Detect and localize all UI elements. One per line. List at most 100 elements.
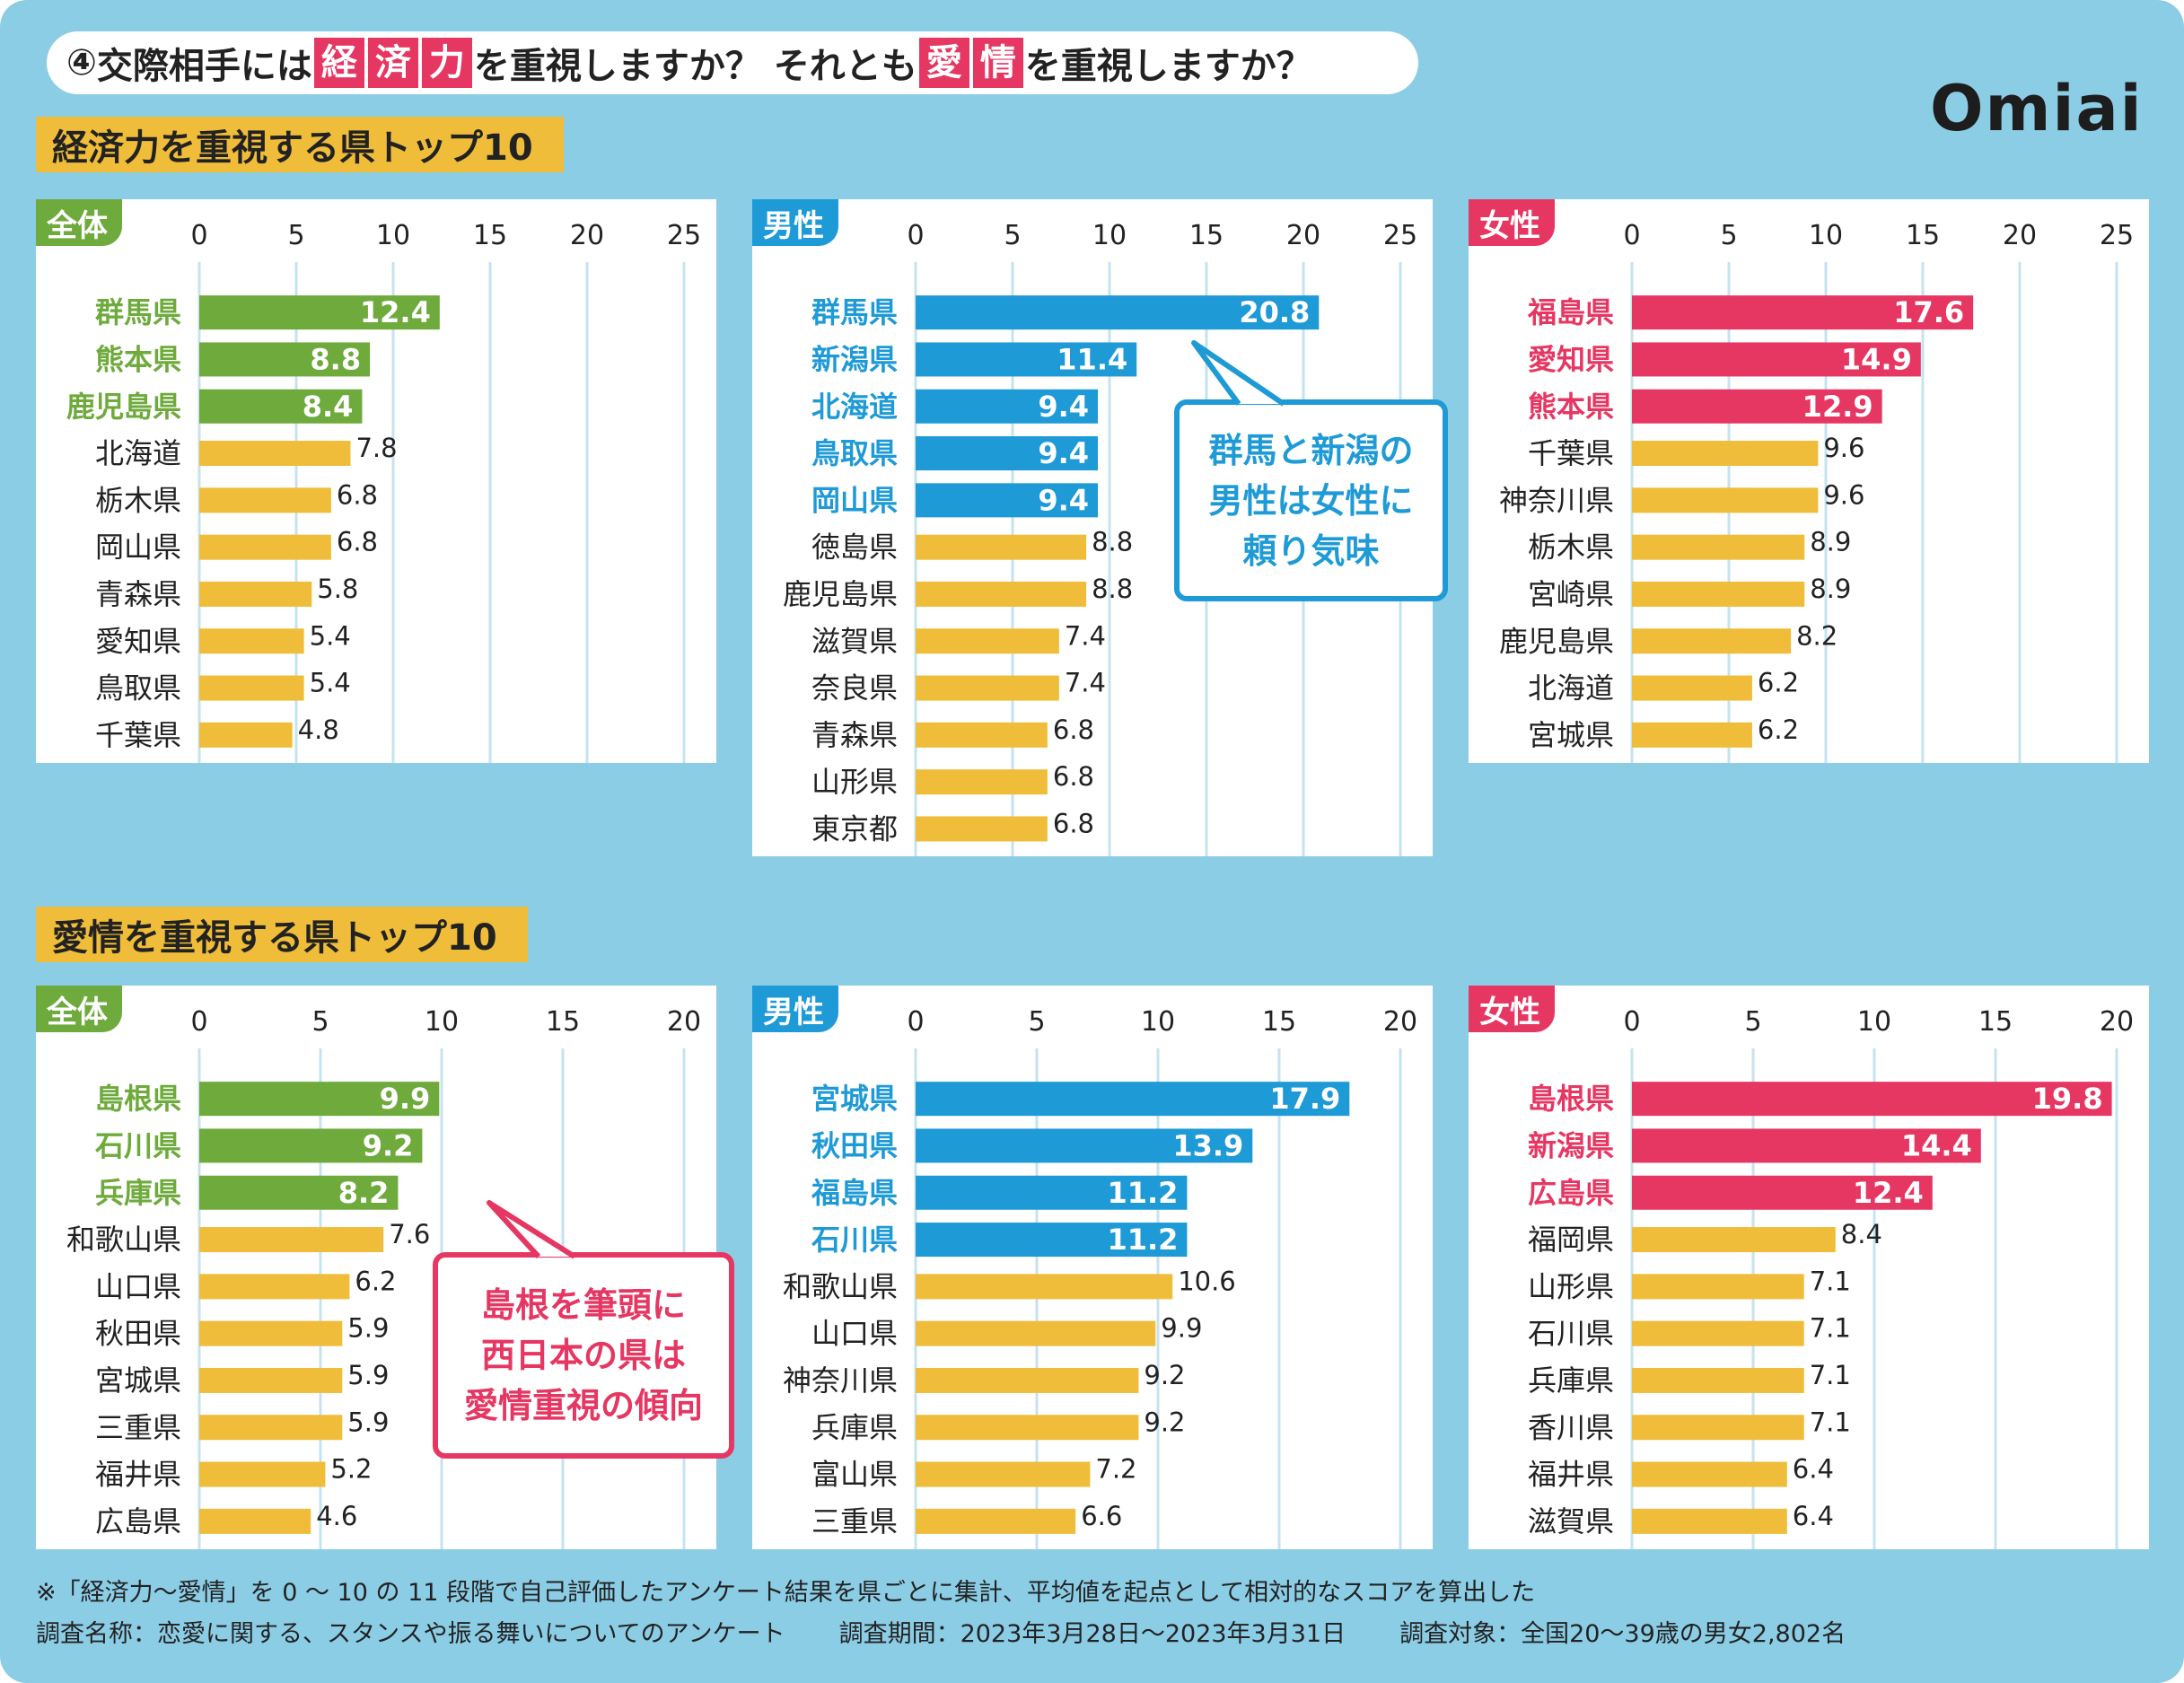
value-label: 17.9 (1269, 1082, 1340, 1116)
x-tick-label: 0 (190, 220, 207, 251)
value-label: 8.8 (310, 342, 361, 376)
category-label: 東京都 (811, 811, 898, 846)
category-label: 山口県 (811, 1317, 898, 1351)
category-label: 島根県 (1528, 1082, 1614, 1116)
bar (1632, 1367, 1804, 1393)
value-label: 7.2 (1095, 1454, 1136, 1485)
footnotes: ※「経済力〜愛情」を 0 〜 10 の 11 段階で自己評価したアンケート結果を… (36, 1573, 2145, 1649)
category-label: 石川県 (811, 1223, 898, 1257)
x-tick-label: 20 (2003, 220, 2037, 251)
category-label: 千葉県 (1528, 436, 1614, 470)
survey-period: 調査期間：2023年3月28日〜2023年3月31日 (838, 1620, 1346, 1648)
bar (916, 1415, 1139, 1441)
value-label: 5.8 (317, 574, 358, 604)
economy-callout: 群馬と新潟の 男性は女性に 頼り気味 (1174, 399, 1448, 601)
category-label: 北海道 (811, 390, 898, 424)
value-label: 8.2 (338, 1176, 390, 1210)
value-label: 7.4 (1065, 668, 1106, 698)
x-tick-label: 15 (473, 220, 507, 251)
bar (916, 816, 1048, 842)
bar (199, 441, 351, 467)
love-callout: 島根を筆頭に 西日本の県は 愛情重視の傾向 (433, 1252, 734, 1459)
x-tick-label: 0 (1623, 220, 1640, 251)
category-label: 神奈川県 (783, 1363, 898, 1398)
bar (199, 1367, 343, 1393)
bar (916, 1223, 1188, 1258)
x-tick-label: 25 (2100, 220, 2134, 251)
value-label: 6.4 (1793, 1501, 1834, 1531)
category-label: 宮城県 (95, 1363, 181, 1398)
bar (199, 295, 440, 330)
bar (916, 534, 1087, 560)
category-label: 岡山県 (811, 483, 898, 517)
bar (1632, 628, 1792, 654)
value-label: 10.6 (1178, 1266, 1236, 1296)
value-label: 6.8 (1053, 761, 1094, 792)
x-tick-label: 10 (1857, 1006, 1891, 1038)
value-label: 20.8 (1239, 295, 1310, 329)
panel-tag: 女性 (1469, 986, 1555, 1032)
category-label: 福岡県 (1528, 1223, 1614, 1257)
title-text-2: を重視しますか？ それとも (473, 46, 917, 87)
category-label: 鹿児島県 (66, 390, 181, 424)
survey-name: 調査名称：恋愛に関する、スタンスや振る舞いについてのアンケート (36, 1620, 785, 1648)
x-tick-label: 5 (1720, 220, 1737, 251)
bar (199, 487, 331, 513)
value-label: 8.8 (1092, 527, 1133, 557)
x-tick-label: 0 (1623, 1006, 1640, 1038)
panel-tag: 男性 (752, 986, 838, 1032)
value-label: 5.9 (347, 1313, 389, 1344)
value-label: 9.2 (1144, 1407, 1185, 1437)
value-label: 9.6 (1823, 433, 1864, 463)
category-label: 秋田県 (95, 1317, 181, 1351)
category-label: 群馬県 (95, 295, 181, 329)
title-text-1: 交際相手には (96, 46, 312, 87)
bar (1632, 581, 1805, 607)
category-label: 北海道 (1528, 671, 1614, 706)
bar (916, 1082, 1350, 1117)
bar (916, 1128, 1253, 1163)
category-label: 岡山県 (95, 530, 181, 565)
bar (199, 1175, 399, 1210)
category-label: 福島県 (1527, 295, 1614, 329)
bar (916, 436, 1099, 471)
value-label: 6.8 (1053, 808, 1094, 838)
value-label: 7.6 (389, 1219, 430, 1249)
category-label: 奈良県 (811, 671, 898, 706)
category-label: 秋田県 (811, 1128, 898, 1162)
category-label: 宮城県 (811, 1082, 898, 1116)
callout-line: 男性は女性に (1208, 480, 1414, 521)
bar-chart-svg: 0 5 10 15 20 25 群馬県 20.8 新潟県 11.4 北海道 9.4 鳥取県 9.4 岡山県 9… (783, 220, 1417, 856)
bar (916, 1461, 1091, 1487)
x-tick-label: 15 (1189, 220, 1224, 251)
value-label: 4.6 (316, 1501, 357, 1531)
bar (1632, 342, 1921, 377)
value-label: 6.6 (1081, 1501, 1122, 1531)
bar (199, 1082, 440, 1117)
category-label: 石川県 (94, 1128, 181, 1162)
category-label: 三重県 (811, 1504, 898, 1538)
category-label: 島根県 (95, 1082, 181, 1116)
value-label: 14.9 (1841, 342, 1912, 376)
bar (916, 1320, 1156, 1346)
bar (199, 1461, 326, 1487)
value-label: 11.4 (1057, 342, 1127, 376)
value-label: 6.8 (1053, 714, 1094, 745)
x-tick-label: 20 (667, 1006, 701, 1038)
value-label: 5.9 (347, 1360, 389, 1390)
value-label: 7.1 (1810, 1313, 1851, 1344)
category-label: 熊本県 (1528, 390, 1614, 424)
x-tick-label: 15 (546, 1006, 580, 1038)
value-label: 9.9 (380, 1082, 431, 1116)
callout-line: 愛情重視の傾向 (463, 1386, 703, 1425)
category-label: 和歌山県 (783, 1269, 898, 1303)
category-label: 富山県 (811, 1458, 898, 1492)
category-label: 滋賀県 (811, 624, 898, 658)
chart-love-female: 女性 0 5 10 15 20 島根県 19.8 新潟県 14.4 広島県 12.4 福岡県 8.4 山形県… (1469, 986, 2149, 1549)
panel-tag: 全体 (36, 199, 122, 246)
question-number: ④ (66, 42, 97, 83)
value-label: 9.4 (1038, 483, 1089, 517)
bar (199, 675, 304, 701)
bar (1632, 722, 1752, 748)
category-label: 滋賀県 (1528, 1504, 1614, 1538)
